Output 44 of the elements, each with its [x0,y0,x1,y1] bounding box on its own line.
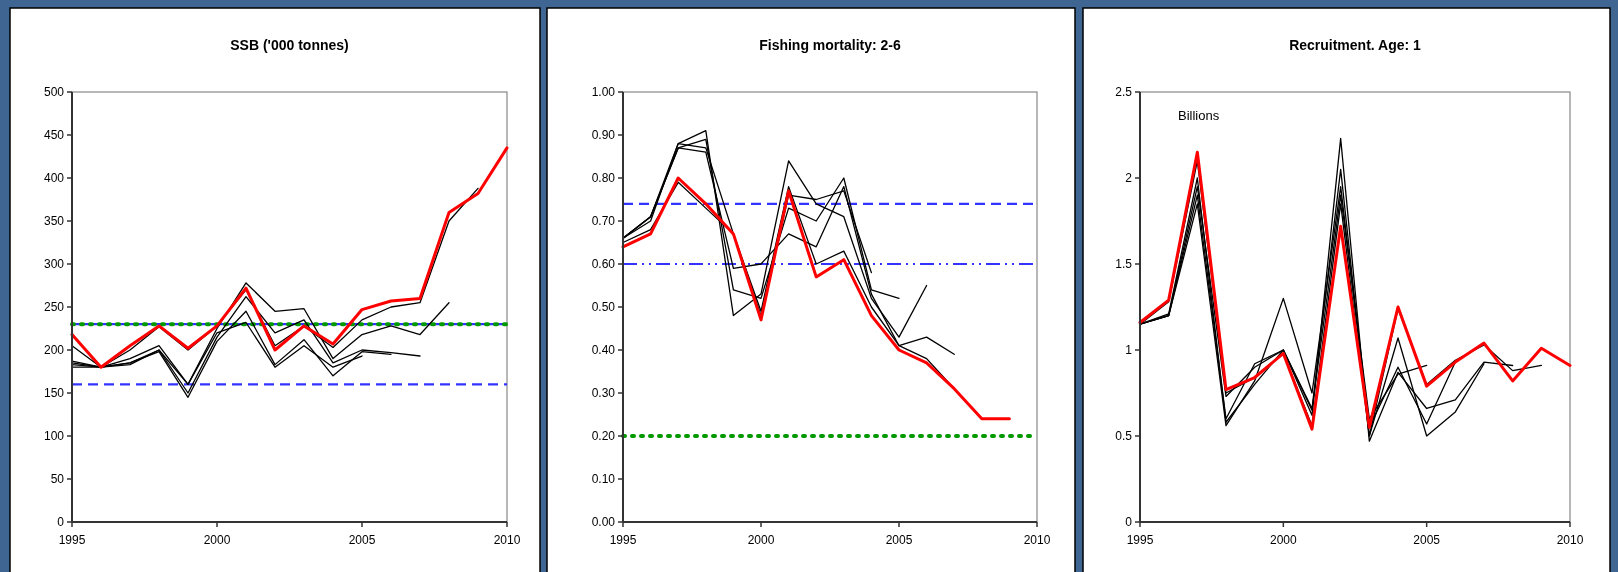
y-tick-label: 1.00 [591,85,616,100]
x-tick-label: 1995 [58,533,86,547]
chart-title: Recruitment. Age: 1 [1289,37,1422,53]
y-tick-label: 1.5 [1115,257,1133,272]
y-tick-label: 200 [43,343,65,358]
y-tick-label: 0.60 [591,257,616,272]
y-tick-label: 2.5 [1115,85,1133,100]
y-tick-label: 0.30 [591,386,616,401]
y-tick-label: 0.5 [1115,429,1133,444]
annotation: Billions [1178,108,1220,123]
y-tick-label: 50 [50,472,65,487]
y-tick-label: 0 [57,515,65,530]
y-tick-label: 450 [43,128,65,143]
x-tick-label: 2005 [885,533,913,547]
y-tick-label: 150 [43,386,65,401]
y-tick-label: 100 [43,429,65,444]
x-tick-label: 2000 [747,533,775,547]
y-tick-label: 350 [43,214,65,229]
x-tick-label: 2010 [493,533,521,547]
x-tick-label: 2005 [348,533,376,547]
x-tick-label: 2010 [1023,533,1051,547]
chart-title: Fishing mortality: 2-6 [759,37,901,53]
y-tick-label: 500 [43,85,65,100]
x-tick-label: 2000 [1269,533,1297,547]
y-tick-label: 400 [43,171,65,186]
y-tick-label: 0.00 [591,515,616,530]
y-tick-label: 300 [43,257,65,272]
x-tick-label: 2010 [1556,533,1584,547]
y-tick-label: 0.20 [591,429,616,444]
y-tick-label: 0.50 [591,300,616,315]
x-tick-label: 2005 [1413,533,1441,547]
x-tick-label: 1995 [609,533,637,547]
y-tick-label: 0.70 [591,214,616,229]
y-tick-label: 1 [1125,343,1133,358]
y-tick-label: 2 [1125,171,1133,186]
y-tick-label: 0.90 [591,128,616,143]
y-tick-label: 0 [1125,515,1133,530]
y-tick-label: 0.10 [591,472,616,487]
x-tick-label: 2000 [203,533,231,547]
y-tick-label: 250 [43,300,65,315]
y-tick-label: 0.40 [591,343,616,358]
x-tick-label: 1995 [1126,533,1154,547]
y-tick-label: 0.80 [591,171,616,186]
chart-title: SSB ('000 tonnes) [230,37,349,53]
